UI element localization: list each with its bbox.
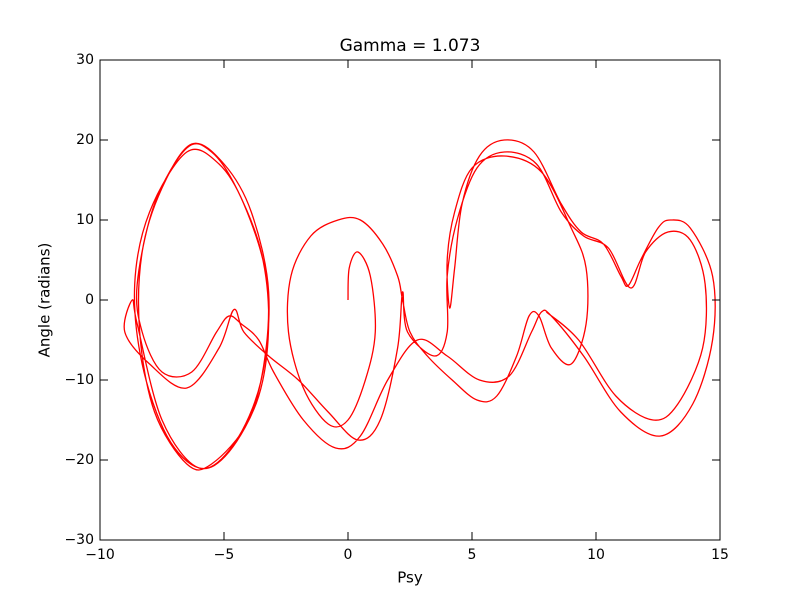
x-axis-label: Psy xyxy=(397,569,423,587)
data-line xyxy=(123,139,716,471)
y-tick-label: −10 xyxy=(64,372,94,388)
x-tick-label: 5 xyxy=(468,547,477,563)
y-tick-label: 20 xyxy=(76,132,94,148)
x-tick-label: 15 xyxy=(711,547,729,563)
y-tick-label: 30 xyxy=(76,52,94,68)
y-tick-label: 0 xyxy=(85,292,94,308)
x-tick-label: 0 xyxy=(344,547,353,563)
y-tick-label: 10 xyxy=(76,212,94,228)
x-tick-label: 10 xyxy=(587,547,605,563)
chart-title: Gamma = 1.073 xyxy=(340,36,481,56)
y-axis-label: Angle (radians) xyxy=(36,243,54,358)
x-tick-label: −10 xyxy=(85,547,115,563)
y-tick-label: −30 xyxy=(64,532,94,548)
x-tick-label: −5 xyxy=(214,547,235,563)
y-tick-label: −20 xyxy=(64,452,94,468)
